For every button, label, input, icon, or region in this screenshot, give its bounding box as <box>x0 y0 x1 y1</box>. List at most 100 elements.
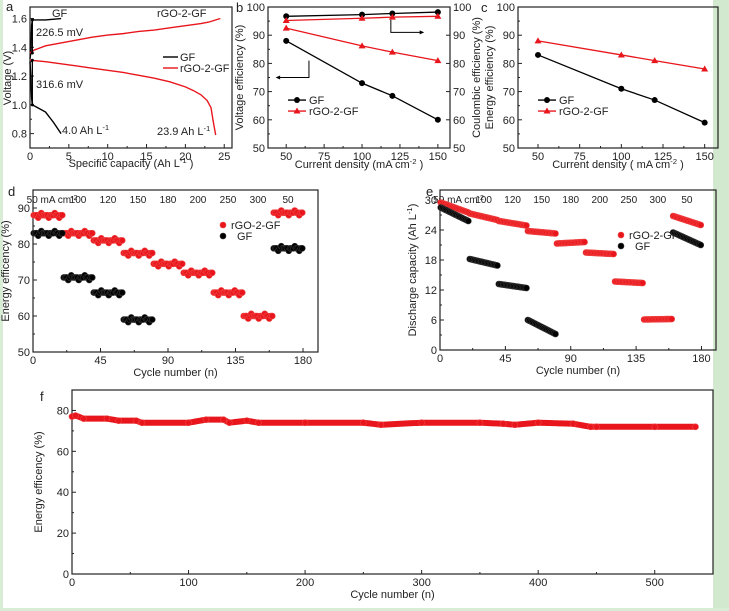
series-line-gf <box>537 54 705 124</box>
data-point-gf <box>359 80 366 87</box>
data-point-rgo-2-gf <box>701 65 709 72</box>
x-axis-label: Current density ( mA cm-2 ) <box>552 157 684 172</box>
data-point-rgo-2-gf <box>115 417 122 424</box>
left-axis-indicator-arrow <box>278 60 310 78</box>
rate-label: 120 <box>100 195 117 206</box>
rate-label: 180 <box>160 195 177 206</box>
x-tick-label: 400 <box>529 577 547 589</box>
y-tick-label: 12 <box>425 285 437 297</box>
legend-label-gf: GF <box>559 95 575 107</box>
annotation-gf-capacity: 4.0 Ah L-1 <box>62 123 109 138</box>
x-tick-label: 0 <box>27 151 33 163</box>
y-right-tick-label: 70 <box>453 87 465 99</box>
data-point-rgo-2-gf <box>388 48 396 55</box>
x-tick-label: 150 <box>429 151 447 163</box>
y-tick-label: 60 <box>18 311 30 323</box>
rate-label: 50 mA cm-2 <box>27 195 78 207</box>
x-tick-label: 500 <box>646 577 664 589</box>
data-point-rgo-2-gf <box>639 279 646 287</box>
panel-letter-d: d <box>8 184 15 199</box>
y-tick-label: 80 <box>253 58 265 70</box>
data-point-gf <box>298 245 306 252</box>
y-tick-label: 1.0 <box>12 100 27 112</box>
x-tick-label: 45 <box>499 353 511 365</box>
series-line-rgo-2-gf <box>537 40 705 70</box>
x-tick-label: 45 <box>94 355 106 367</box>
x-tick-label: 100 <box>179 577 197 589</box>
left-arrow-head <box>275 75 281 80</box>
y-tick-label: 70 <box>18 275 30 287</box>
x-tick-label: 200 <box>296 577 314 589</box>
data-point-rgo-2-gf <box>434 57 442 64</box>
plot-frame <box>439 189 717 351</box>
x-tick-label: 100 <box>353 151 371 163</box>
x-tick-label: 5 <box>66 151 72 163</box>
figure-border-right <box>713 0 729 611</box>
y-right-tick-label: 60 <box>453 115 465 127</box>
data-point-rgo-2-gf <box>243 417 251 424</box>
x-tick-label: 0 <box>69 577 75 589</box>
data-point-rgo-2-gf <box>651 57 659 64</box>
data-point-gf <box>552 330 559 338</box>
data-point-rgo-2-gf <box>185 419 192 427</box>
annotation-discharge-overpotential: 316.6 mV <box>36 79 84 91</box>
data-point-rgo-2-gf <box>118 237 126 244</box>
arrow-head <box>30 58 34 62</box>
rate-label: 100 <box>475 195 492 206</box>
x-tick-label: 0 <box>437 353 443 365</box>
y-tick-label: 1.6 <box>12 14 27 26</box>
data-point-gf <box>535 51 541 58</box>
data-point-rgo-2-gf <box>668 315 675 323</box>
y-tick-label: 18 <box>425 255 437 267</box>
x-axis-label: Current density (mA cm-2 ) <box>295 157 424 172</box>
data-point-rgo-2-gf <box>692 423 699 431</box>
x-tick-label: 0 <box>30 355 36 367</box>
data-point-rgo-2-gf <box>268 312 276 320</box>
y-tick-label: 70 <box>503 87 515 99</box>
legend-marker-rgo <box>543 107 551 114</box>
x-tick-label: 50 <box>532 151 544 163</box>
x-tick-label: 90 <box>162 355 174 367</box>
y-tick-label: 20 <box>57 528 69 540</box>
x-tick-label: 135 <box>226 355 244 367</box>
rate-label: 50 mA cm-2 <box>433 195 484 207</box>
data-point-gf <box>434 116 441 123</box>
x-tick-label: 125 <box>654 151 672 163</box>
data-point-rgo-2-gf <box>358 14 366 21</box>
data-point-rgo-2-gf <box>476 419 484 427</box>
data-point-rgo-2-gf <box>651 423 659 431</box>
x-tick-label: 25 <box>218 151 230 163</box>
legend-marker-gf <box>219 232 227 240</box>
arrow-head <box>30 51 34 55</box>
y-tick-label: 30 <box>425 195 437 207</box>
rate-label: 300 <box>250 195 267 206</box>
rate-label: 250 <box>620 195 637 206</box>
data-point-gf <box>523 284 530 292</box>
y-tick-label: 0 <box>431 345 437 357</box>
data-point-rgo-2-gf <box>138 419 146 427</box>
curve-rgo-2-gf <box>29 17 221 54</box>
curve-gf <box>29 61 62 135</box>
x-tick-label: 10 <box>102 151 114 163</box>
data-point-rgo-2-gf <box>434 12 442 19</box>
data-point-rgo-2-gf <box>148 249 156 257</box>
y-tick-label: 80 <box>503 58 515 70</box>
panel-f-cycling-energy-efficiency: 0 100 200 300 400 500 0 20 40 60 80 Cycle number (n… <box>33 389 714 601</box>
series-line-gf <box>285 40 439 121</box>
data-point-rgo-2-gf <box>238 289 246 296</box>
data-point-rgo-2-gf <box>80 415 87 422</box>
legend-label-gf: GF <box>635 241 651 253</box>
y-tick-label: 50 <box>18 347 30 359</box>
x-axis-label: Cycle number (n) <box>350 589 434 601</box>
data-point-rgo-2-gf <box>255 419 262 427</box>
y-tick-label: 0.8 <box>12 129 27 141</box>
data-point-rgo-2-gf <box>178 260 186 268</box>
annotation-rgo: rGO-2-GF <box>157 8 207 20</box>
data-point-rgo-2-gf <box>88 229 96 237</box>
y-tick-label: 60 <box>57 446 69 458</box>
y-tick-label: 6 <box>431 315 437 327</box>
y-tick-label: 70 <box>253 87 265 99</box>
annotation-gf: GF <box>52 8 68 20</box>
